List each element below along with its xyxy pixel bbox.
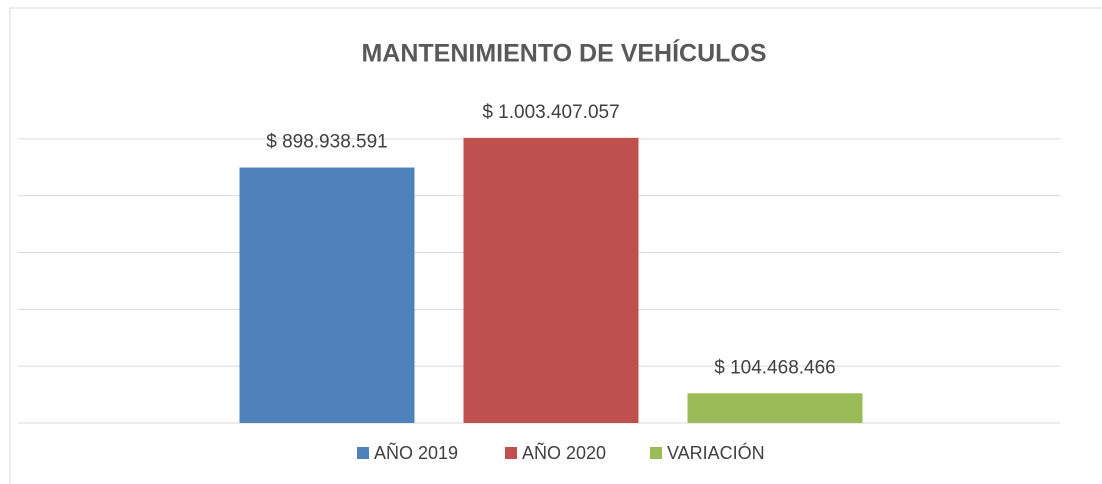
bar	[239, 167, 415, 423]
chart-title: MANTENIMIENTO DE VEHÍCULOS	[361, 39, 766, 68]
legend-swatch	[650, 447, 662, 459]
legend-swatch	[505, 447, 517, 459]
bar	[687, 393, 863, 423]
legend-swatch	[357, 447, 369, 459]
legend-label: VARIACIÓN	[667, 442, 765, 463]
legend-label: AÑO 2019	[374, 442, 458, 463]
data-label: $ 1.003.407.057	[482, 102, 619, 123]
legend-label: AÑO 2020	[522, 442, 606, 463]
bar	[463, 137, 639, 423]
data-label: $ 104.468.466	[714, 357, 836, 378]
data-label: $ 898.938.591	[266, 132, 388, 153]
